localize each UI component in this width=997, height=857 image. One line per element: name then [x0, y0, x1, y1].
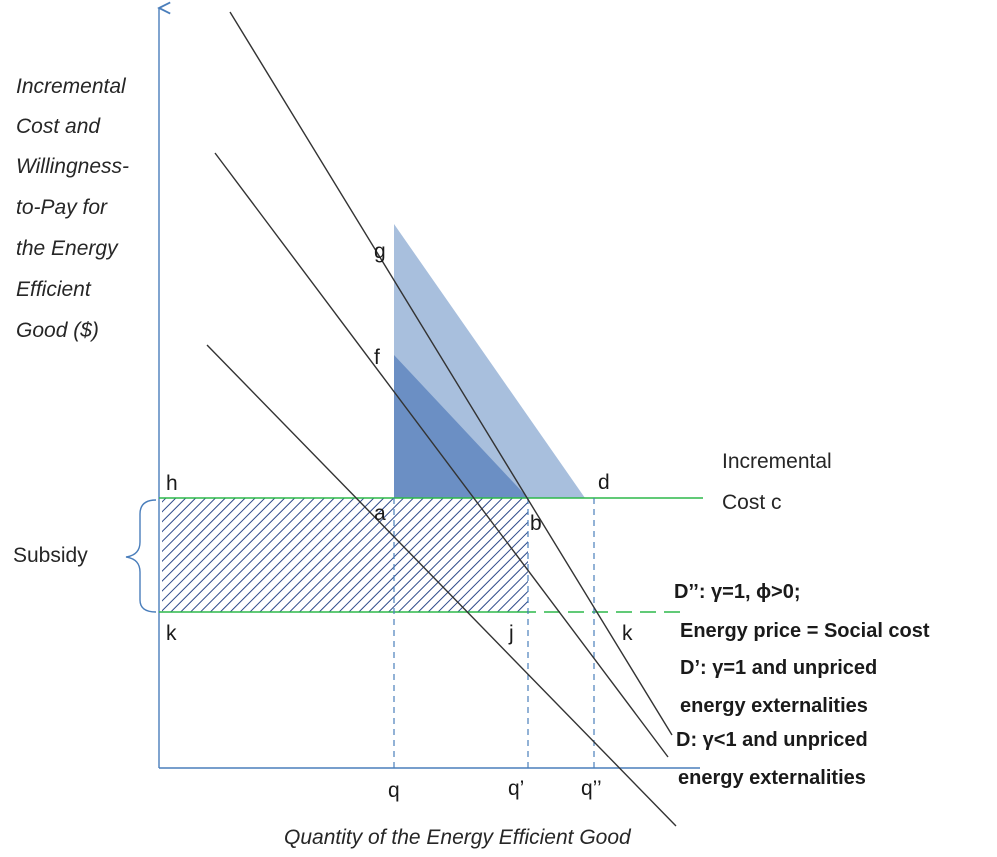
curve-d1-label: D’: γ=1 and unpriced energy externalitie… [680, 657, 883, 717]
point-k-right-label: k [622, 622, 633, 645]
welfare-triangle-dark [394, 355, 528, 498]
incremental-cost-label: Incremental Cost c [722, 450, 838, 514]
demand-curve-d1 [214, 152, 669, 758]
x-axis-label: Quantity of the Energy Efficient Good [284, 826, 632, 849]
point-h-label: h [166, 472, 178, 495]
curve-d0-label: D: γ<1 and unpriced energy externalities [676, 729, 873, 789]
demand-curve-d2 [229, 11, 673, 736]
point-f-label: f [374, 346, 380, 369]
point-b-label: b [530, 512, 542, 535]
subsidy-label: Subsidy [13, 544, 88, 567]
demand-curve-d0 [206, 344, 677, 827]
point-a-label: a [374, 502, 386, 525]
tick-q2-label: q’’ [581, 777, 602, 800]
point-j-label: j [508, 622, 514, 645]
point-k-left-label: k [166, 622, 177, 645]
tick-q1-label: q’ [508, 777, 524, 800]
subsidy-rectangle [162, 498, 528, 612]
y-axis-label: Incremental Cost and Willingness- to-Pay… [16, 75, 135, 342]
curve-d2-label: D’’: γ=1, ϕ>0; Energy price = Social cos… [674, 581, 930, 642]
point-d-label: d [598, 471, 610, 494]
tick-q-label: q [388, 779, 400, 802]
point-g-label: g [374, 240, 386, 263]
subsidy-brace [125, 499, 157, 613]
